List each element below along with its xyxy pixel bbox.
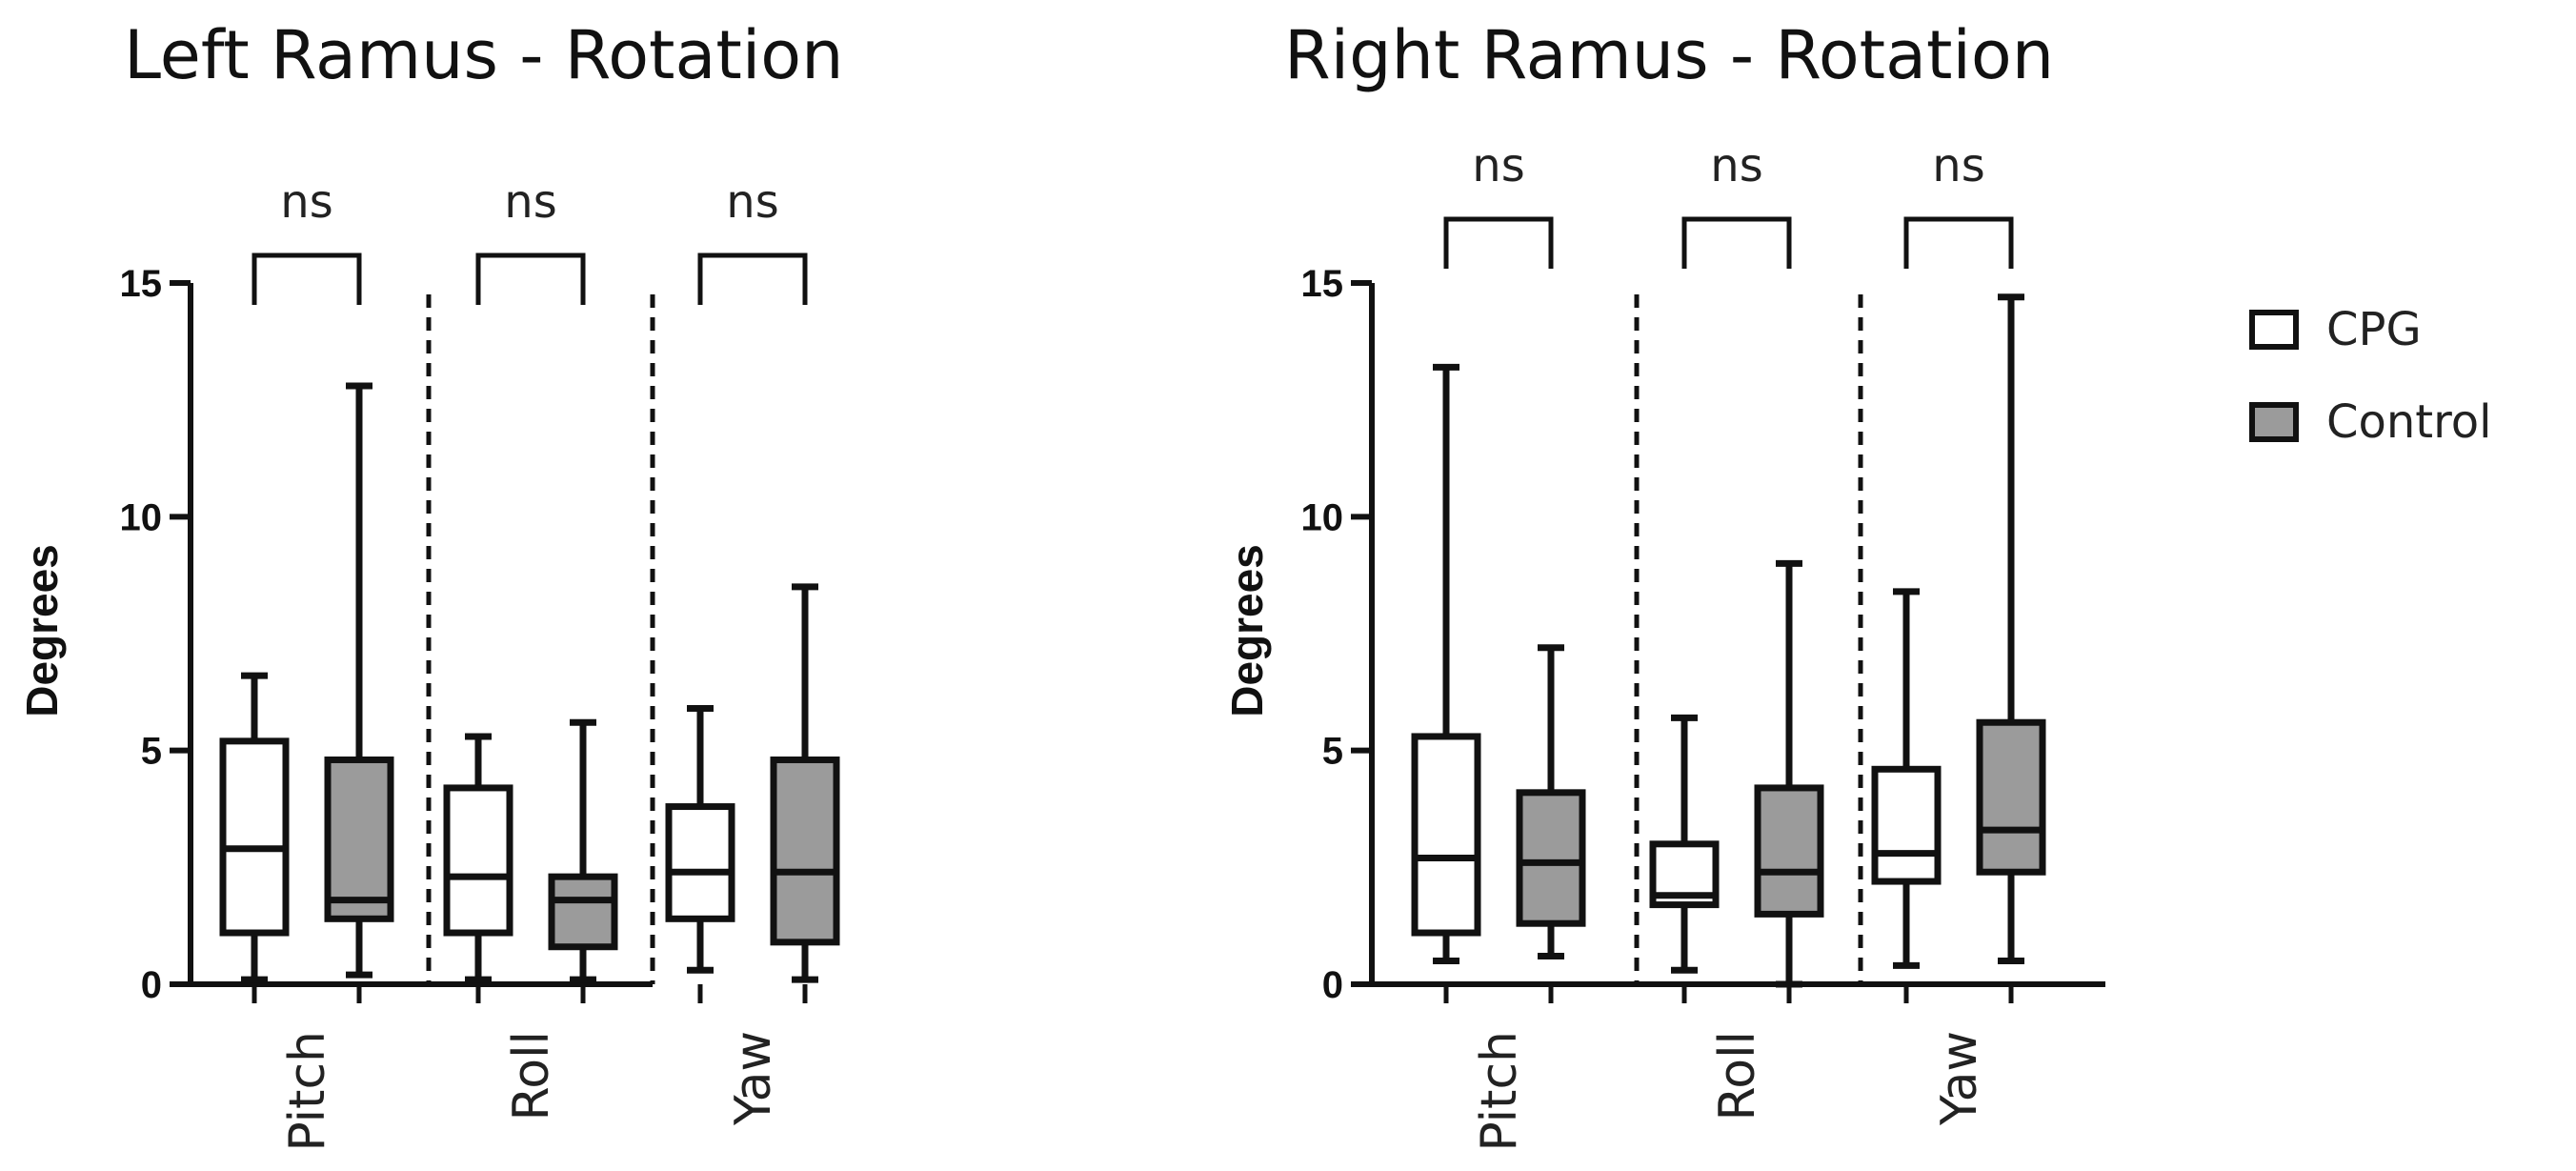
significance-label: ns — [1710, 139, 1762, 192]
chart-left-y-axis-label: Degrees — [17, 544, 67, 717]
y-tick-label: 10 — [1301, 496, 1344, 538]
significance-bracket — [1681, 216, 1792, 269]
legend-swatch-cpg — [2249, 310, 2299, 350]
significance-bracket — [252, 252, 362, 305]
y-tick-label: 15 — [1301, 263, 1344, 305]
box-cpg-roll — [1649, 714, 1720, 974]
chart-right-title: Right Ramus - Rotation — [1284, 16, 2054, 94]
x-category-label: Yaw — [1931, 1031, 1988, 1126]
box-control-pitch — [1516, 644, 1586, 960]
chart-left: Left Ramus - Rotation Degrees 0 5 10 15 Pitc… — [17, 16, 843, 1152]
box-iqr — [770, 756, 840, 946]
chart-right-y-axis-label: Degrees — [1222, 544, 1272, 717]
significance-label: ns — [1932, 139, 1984, 192]
box-iqr — [548, 873, 618, 951]
chart-right-plot: 0 5 10 15 Pitch ns Roll ns Yaw ns — [1301, 139, 2105, 1152]
box-iqr — [443, 784, 513, 937]
legend-label-control: Control — [2326, 395, 2492, 449]
x-category-label: Roll — [1709, 1031, 1766, 1121]
legend-label-cpg: CPG — [2326, 303, 2422, 356]
significance-label: ns — [726, 175, 778, 229]
box-iqr — [1411, 733, 1481, 937]
chart-left-title: Left Ramus - Rotation — [124, 16, 843, 94]
box-cpg-roll — [443, 733, 513, 983]
box-cpg-yaw — [665, 705, 735, 974]
legend-item-control: Control — [2249, 395, 2492, 449]
significance-label: ns — [1472, 139, 1524, 192]
legend: CPG Control — [2249, 303, 2492, 449]
box-iqr — [1976, 718, 2046, 876]
x-category-label: Pitch — [279, 1031, 336, 1152]
box-cpg-yaw — [1871, 588, 1942, 969]
x-category-label: Pitch — [1471, 1031, 1528, 1152]
box-iqr — [1516, 789, 1586, 927]
box-control-yaw — [770, 583, 840, 983]
x-category-label: Yaw — [725, 1031, 782, 1126]
significance-bracket — [475, 252, 586, 305]
box-control-roll — [1754, 559, 1824, 988]
y-tick-label: 0 — [1322, 964, 1343, 1006]
box-iqr — [1754, 784, 1824, 918]
y-tick-label: 10 — [120, 496, 163, 538]
box-iqr — [665, 803, 735, 922]
x-category-label: Roll — [503, 1031, 560, 1121]
box-cpg-pitch — [219, 672, 290, 983]
significance-bracket — [1443, 216, 1554, 269]
chart-right: Right Ramus - Rotation Degrees 0 5 10 15 Pit… — [1222, 16, 2105, 1152]
y-tick-label: 15 — [120, 263, 163, 305]
significance-bracket — [1903, 216, 2014, 269]
legend-swatch-control — [2249, 402, 2299, 442]
box-control-yaw — [1976, 293, 2046, 964]
box-cpg-pitch — [1411, 363, 1481, 964]
chart-left-plot: 0 5 10 15 Pitch ns Roll ns Yaw ns — [120, 175, 840, 1152]
significance-bracket — [697, 252, 808, 305]
significance-label: ns — [504, 175, 556, 229]
legend-item-cpg: CPG — [2249, 303, 2422, 356]
box-control-roll — [548, 718, 618, 983]
box-iqr — [219, 737, 290, 937]
significance-label: ns — [280, 175, 332, 229]
box-iqr — [1871, 765, 1942, 885]
box-iqr — [324, 756, 394, 922]
box-control-pitch — [324, 382, 394, 979]
y-tick-label: 5 — [141, 731, 162, 773]
y-tick-label: 0 — [141, 964, 162, 1006]
y-tick-label: 5 — [1322, 731, 1343, 773]
